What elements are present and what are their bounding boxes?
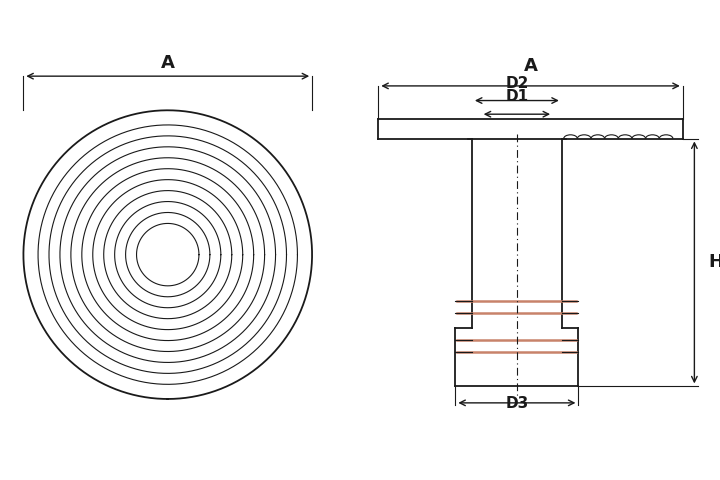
- Text: A: A: [523, 57, 537, 75]
- Text: H: H: [708, 253, 720, 271]
- Text: D2: D2: [505, 76, 528, 91]
- Text: D3: D3: [505, 396, 528, 411]
- Text: A: A: [161, 53, 175, 72]
- Text: D1: D1: [505, 89, 528, 105]
